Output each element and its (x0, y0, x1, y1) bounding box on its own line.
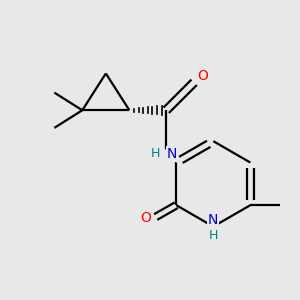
Text: H: H (208, 230, 218, 242)
Text: H: H (151, 147, 160, 160)
Text: O: O (140, 212, 151, 226)
Text: N: N (166, 147, 177, 161)
Text: N: N (208, 213, 218, 227)
Text: N: N (208, 213, 218, 227)
Text: O: O (198, 69, 208, 83)
Text: H: H (151, 147, 160, 160)
Text: H: H (208, 230, 218, 242)
Text: O: O (198, 69, 208, 83)
Text: N: N (166, 147, 177, 161)
Text: O: O (140, 212, 151, 226)
